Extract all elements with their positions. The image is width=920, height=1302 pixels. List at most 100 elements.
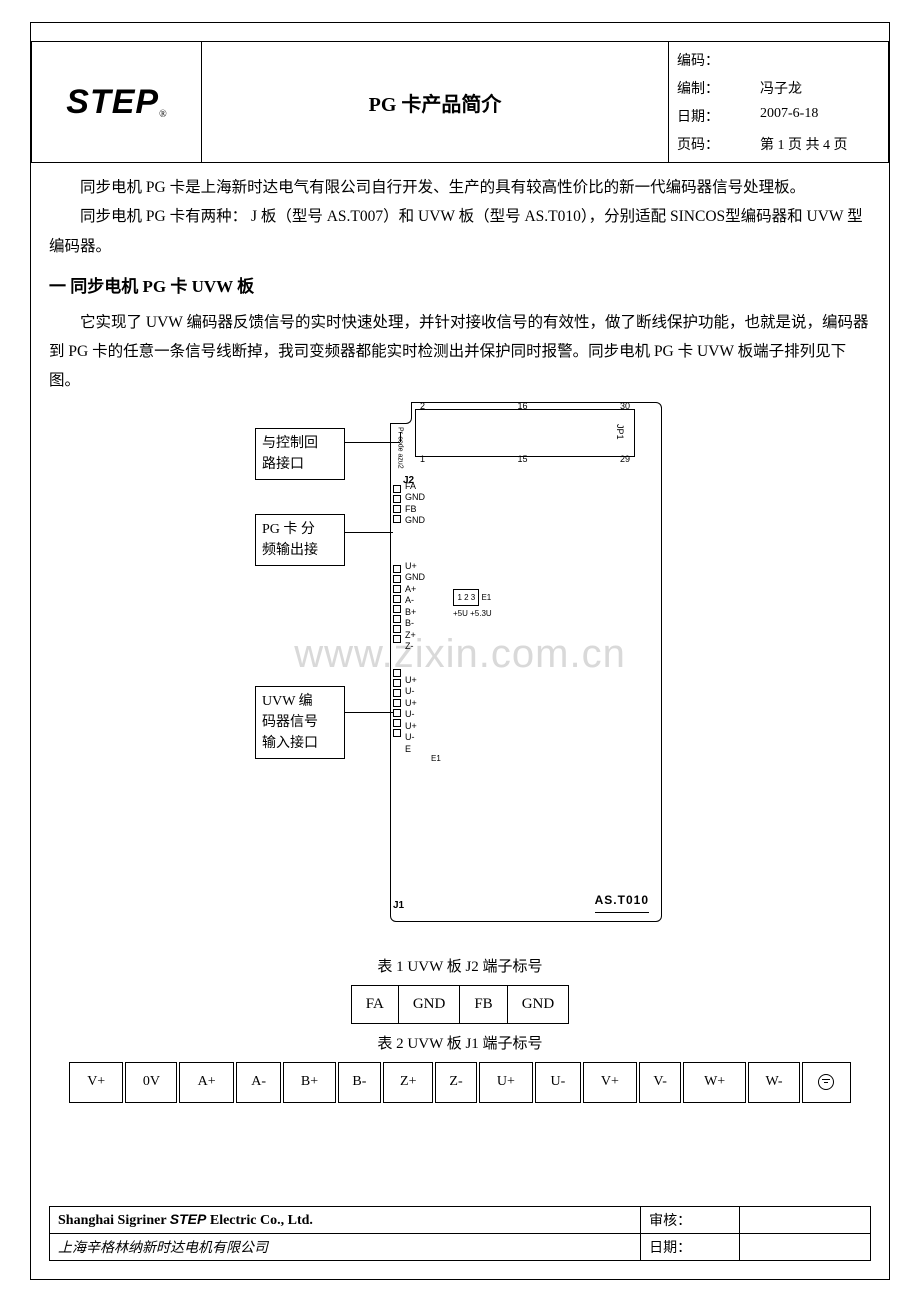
part-number: AS.T010 (595, 889, 649, 913)
meta-author-val: 冯子龙 (760, 78, 880, 98)
e1-bottom-label: E1 (431, 751, 441, 766)
table-cell: U- (535, 1062, 581, 1103)
header-table: STEP® PG 卡产品简介 编码： 编制： 冯子龙 日期： 2007-6-18 页… (31, 41, 889, 163)
footer: Shanghai Sigriner STEP Electric Co., Ltd… (49, 1206, 871, 1261)
ground-icon (818, 1074, 834, 1090)
side-label: Pr-code azu2 (393, 427, 406, 469)
table-cell: FB (460, 986, 507, 1024)
pin-label: U+ (405, 675, 425, 687)
logo-reg: ® (159, 109, 167, 120)
pin-num: 30 (620, 398, 630, 415)
pin-label: FB (405, 504, 425, 516)
pin-label: U+ (405, 561, 425, 573)
table2-caption: 表 2 UVW 板 J1 端子标号 (49, 1030, 871, 1059)
callout-3-text: UVW 编 码器信号 输入接口 (262, 694, 318, 751)
pin-num: 1 (420, 451, 425, 468)
e1-nums: 1 2 3 (453, 589, 479, 606)
pin-label: U+ (405, 721, 425, 733)
table-cell: B+ (283, 1062, 335, 1103)
review-val (739, 1207, 870, 1234)
page-frame: STEP® PG 卡产品简介 编码： 编制：冯子龙 日期：2007-6-18 页… (30, 22, 890, 1280)
table-cell: V+ (69, 1062, 123, 1103)
table-cell: W+ (683, 1062, 746, 1103)
pcb-diagram: www.zixin.com.cn 与控制回 路接口 PG 卡 分 频输出接 UV… (255, 402, 665, 927)
pin-label: A- (405, 595, 425, 607)
table1-caption: 表 1 UVW 板 J2 端子标号 (49, 953, 871, 982)
jp1-connector: 2 16 30 1 15 29 JP1 (415, 409, 635, 457)
company-en: Shanghai Sigriner STEP Electric Co., Ltd… (50, 1207, 641, 1234)
table-cell: FA (351, 986, 398, 1024)
paragraph-3: 它实现了 UVW 编码器反馈信号的实时快速处理，并针对接收信号的有效性，做了断线… (49, 308, 871, 396)
pin-label: B+ (405, 607, 425, 619)
pin-label: U- (405, 732, 425, 744)
pin-label: FA (405, 481, 425, 493)
callout-control-interface: 与控制回 路接口 (255, 428, 345, 480)
meta-date-key: 日期： (677, 106, 729, 126)
j1-label: J1 (393, 896, 404, 915)
callout-1-text: 与控制回 路接口 (262, 436, 318, 472)
pin-label: E (405, 744, 425, 756)
pin-num: 2 (420, 398, 425, 415)
footer-table: Shanghai Sigriner STEP Electric Co., Ltd… (49, 1206, 871, 1261)
table-cell: V+ (583, 1062, 637, 1103)
pin-label: Z- (405, 641, 425, 653)
meta-page-key: 页码： (677, 134, 729, 154)
lead-line (345, 532, 393, 533)
table-cell (802, 1062, 851, 1103)
meta-code-val (760, 50, 880, 70)
pin-label: U- (405, 709, 425, 721)
table-cell: V- (639, 1062, 681, 1103)
pcb-outline: Pr-code azu2 2 16 30 1 15 29 JP1 J2 (390, 402, 662, 922)
meta-page-val: 第 1 页 共 4 页 (760, 134, 880, 154)
meta-author-key: 编制： (677, 78, 729, 98)
footer-date-val (739, 1234, 870, 1261)
pcb-notch (390, 402, 412, 424)
paragraph-2: 同步电机 PG 卡有两种： J 板（型号 AS.T007）和 UVW 板（型号 … (49, 202, 871, 261)
section-heading-1: 一 同步电机 PG 卡 UVW 板 (49, 271, 871, 303)
table-cell: A- (236, 1062, 282, 1103)
jp1-label: JP1 (611, 424, 628, 440)
pin-label: Z+ (405, 630, 425, 642)
pin-num: 16 (517, 398, 527, 415)
pin-label: A+ (405, 584, 425, 596)
co-en-step: STEP (170, 1211, 207, 1227)
j2-pin-labels: FA GND FB GND (405, 481, 425, 527)
co-cn-text: 上海辛格林纳新时达电机有限公司 (58, 1241, 268, 1256)
callout-pg-output: PG 卡 分 频输出接 (255, 514, 345, 566)
meta-code-key: 编码： (677, 50, 729, 70)
doc-title: PG 卡产品简介 (202, 42, 669, 163)
e1-volts: +5U +5.3U (453, 606, 492, 621)
footer-date-key: 日期： (641, 1234, 740, 1261)
table-j2: FA GND FB GND (351, 985, 569, 1024)
table-cell: GND (398, 986, 460, 1024)
table-cell: A+ (179, 1062, 233, 1103)
logo-cell: STEP® (32, 42, 202, 163)
meta-date-val: 2007-6-18 (760, 106, 880, 126)
pin-label: U+ (405, 698, 425, 710)
logo-text: STEP (66, 83, 159, 121)
table-cell: U+ (479, 1062, 533, 1103)
jp1-top-pins: 2 16 30 (416, 398, 634, 415)
pin-label: GND (405, 492, 425, 504)
pin-label: B- (405, 618, 425, 630)
e1-jumper: 1 2 3 E1 +5U +5.3U (453, 589, 492, 621)
review-key: 审核： (641, 1207, 740, 1234)
co-en-pre: Shanghai Sigriner (58, 1213, 170, 1228)
lead-line (345, 712, 393, 713)
table-cell: 0V (125, 1062, 177, 1103)
pin-num: 29 (620, 451, 630, 468)
callout-uvw-input: UVW 编 码器信号 输入接口 (255, 686, 345, 759)
j1-pin-col (391, 563, 401, 739)
pin-label: U- (405, 686, 425, 698)
table-cell: Z- (435, 1062, 476, 1103)
paragraph-1: 同步电机 PG 卡是上海新时达电气有限公司自行开发、生产的具有较高性价比的新一代… (49, 173, 871, 202)
table-cell: W- (748, 1062, 800, 1103)
e1-label: E1 (481, 593, 491, 602)
table-cell: B- (338, 1062, 381, 1103)
j2-pin-col (391, 483, 401, 525)
company-cn: 上海辛格林纳新时达电机有限公司 (50, 1234, 641, 1261)
table-cell: Z+ (383, 1062, 433, 1103)
table-cell: GND (507, 986, 569, 1024)
callout-2-text: PG 卡 分 频输出接 (262, 522, 318, 558)
j1-pin-labels: U+ GND A+ A- B+ B- Z+ Z- U+ U- U+ U- U+ … (405, 561, 425, 756)
